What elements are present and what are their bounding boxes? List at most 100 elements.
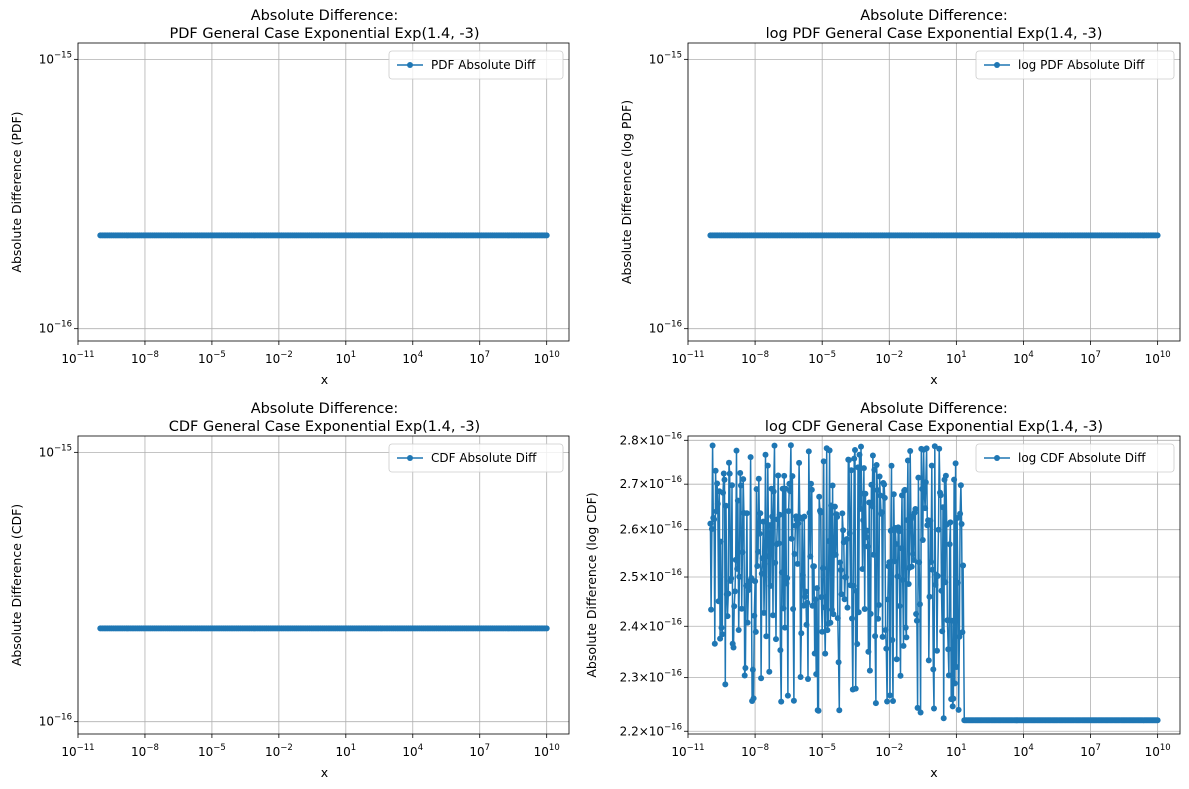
data-point <box>709 442 716 449</box>
data-point <box>884 596 891 603</box>
grid <box>77 436 569 734</box>
x-tick-label: 1010 <box>1145 350 1171 366</box>
data-point <box>790 606 797 612</box>
data-point <box>763 633 770 640</box>
grid <box>77 43 569 341</box>
data-point <box>767 582 774 589</box>
data-point <box>819 565 826 572</box>
data-point <box>870 551 877 558</box>
x-tick-label: 104 <box>402 743 423 759</box>
x-tick-label: 101 <box>946 350 967 366</box>
data-point <box>745 587 752 594</box>
data-point <box>942 579 949 586</box>
data-point <box>814 585 820 592</box>
data-point <box>852 447 858 453</box>
data-point <box>737 482 744 489</box>
data-point <box>934 573 941 579</box>
data-point <box>915 474 922 481</box>
y-tick-label: 10−16 <box>39 320 72 336</box>
data-point <box>897 672 904 679</box>
data-point <box>848 467 855 474</box>
x-tick-label: 107 <box>1080 743 1101 759</box>
data-point <box>922 505 929 512</box>
chart-title-line2: log PDF General Case Exponential Exp(1.4… <box>766 26 1103 42</box>
data-point <box>859 566 866 572</box>
legend-box <box>388 443 564 473</box>
data-point <box>730 644 737 651</box>
data-point <box>913 617 920 624</box>
subplot-log-cdf: Absolute Difference: log CDF General Cas… <box>584 401 1181 780</box>
data-point <box>881 481 888 488</box>
series-data <box>707 232 1161 239</box>
y-axis-label: Absolute Difference (log CDF) <box>584 492 599 677</box>
data-point <box>740 476 747 483</box>
x-tick-label: 10−2 <box>265 350 293 366</box>
plot-frame <box>687 42 1181 342</box>
data-point <box>929 566 936 573</box>
data-point <box>957 482 964 489</box>
data-point <box>760 518 767 525</box>
data-point <box>886 559 893 566</box>
x-tick-label: 10−8 <box>131 743 159 759</box>
data-point <box>815 707 822 714</box>
data-point <box>765 531 772 538</box>
data-point <box>917 709 924 716</box>
data-point <box>843 536 850 543</box>
x-tick-label: 10−2 <box>265 743 293 759</box>
data-point <box>946 541 953 548</box>
data-point <box>720 489 726 496</box>
y-tick-label: 10−15 <box>649 50 682 66</box>
data-point <box>764 553 770 560</box>
data-point <box>734 565 741 572</box>
data-point <box>949 703 956 710</box>
data-point <box>741 672 748 679</box>
data-point <box>825 538 832 545</box>
data-point <box>746 582 753 589</box>
data-point <box>780 605 787 612</box>
data-point <box>732 588 738 595</box>
data-point <box>945 646 952 653</box>
data-point <box>863 534 870 541</box>
x-axis-label: x <box>930 372 937 387</box>
data-point <box>851 455 858 462</box>
data-point <box>831 503 838 510</box>
data-point <box>899 576 906 583</box>
data-point <box>855 464 861 471</box>
data-point <box>887 692 893 699</box>
data-point <box>875 615 882 622</box>
data-point <box>936 445 943 452</box>
x-axis-label: x <box>321 372 328 387</box>
data-point <box>950 695 957 702</box>
data-point <box>726 470 733 477</box>
data-point <box>718 624 725 631</box>
data-point <box>857 505 864 512</box>
x-tick-label: 101 <box>335 743 356 759</box>
data-point <box>835 659 842 666</box>
data-point <box>860 517 867 524</box>
data-point <box>844 604 851 611</box>
data-point <box>802 588 809 595</box>
data-point <box>907 448 914 454</box>
data-point <box>767 522 773 529</box>
y-tick-label: 10−15 <box>39 443 72 459</box>
data-point <box>776 540 782 547</box>
data-point <box>1154 232 1161 239</box>
data-point <box>818 594 825 601</box>
data-point <box>879 633 886 640</box>
data-point <box>744 619 751 626</box>
data-point <box>956 633 963 640</box>
data-point <box>723 502 729 509</box>
data-point <box>890 491 897 498</box>
y-axis-label: Absolute Difference (log PDF) <box>619 100 634 284</box>
data-point <box>855 609 862 616</box>
data-point <box>874 487 881 494</box>
data-point <box>770 612 776 619</box>
subplot-log-pdf: Absolute Difference: log PDF General Cas… <box>619 8 1181 387</box>
data-point <box>894 573 901 580</box>
x-tick-label: 104 <box>1013 743 1034 759</box>
data-point <box>841 596 848 603</box>
data-point <box>921 488 928 495</box>
data-point <box>752 628 759 635</box>
subplot-pdf: Absolute Difference: PDF General Case Ex… <box>9 8 570 387</box>
data-point <box>781 624 788 631</box>
